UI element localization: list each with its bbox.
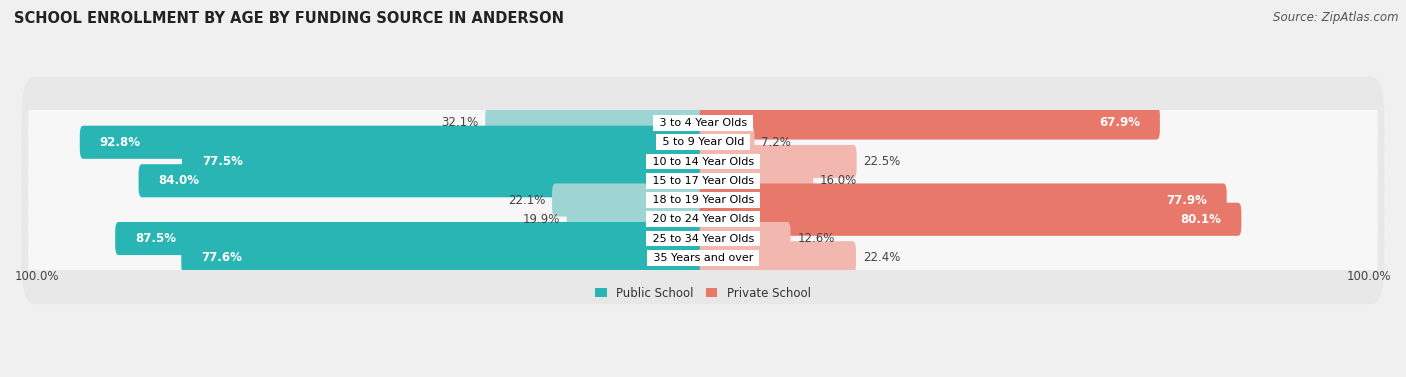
FancyBboxPatch shape [21,153,1385,247]
FancyBboxPatch shape [21,211,1385,304]
FancyBboxPatch shape [21,173,1385,266]
FancyBboxPatch shape [181,145,706,178]
Text: 100.0%: 100.0% [1347,270,1391,283]
Text: 35 Years and over: 35 Years and over [650,253,756,263]
Text: 5 to 9 Year Old: 5 to 9 Year Old [658,137,748,147]
FancyBboxPatch shape [115,222,706,255]
Text: 22.4%: 22.4% [863,251,900,264]
Text: 15 to 17 Year Olds: 15 to 17 Year Olds [648,176,758,186]
Legend: Public School, Private School: Public School, Private School [595,287,811,300]
Text: 32.1%: 32.1% [441,116,478,130]
FancyBboxPatch shape [28,155,1378,207]
Text: 12.6%: 12.6% [797,232,835,245]
Text: 77.6%: 77.6% [201,251,242,264]
Text: 22.5%: 22.5% [863,155,901,168]
Text: 3 to 4 Year Olds: 3 to 4 Year Olds [655,118,751,128]
FancyBboxPatch shape [700,164,813,197]
FancyBboxPatch shape [567,203,706,236]
Text: 22.1%: 22.1% [508,193,546,207]
FancyBboxPatch shape [21,134,1385,227]
FancyBboxPatch shape [80,126,706,159]
FancyBboxPatch shape [28,97,1378,149]
Text: 92.8%: 92.8% [100,136,141,149]
FancyBboxPatch shape [700,222,790,255]
Text: 20 to 24 Year Olds: 20 to 24 Year Olds [648,214,758,224]
FancyBboxPatch shape [700,241,856,274]
Text: 67.9%: 67.9% [1099,116,1140,130]
Text: 18 to 19 Year Olds: 18 to 19 Year Olds [648,195,758,205]
FancyBboxPatch shape [28,174,1378,226]
FancyBboxPatch shape [21,192,1385,285]
FancyBboxPatch shape [485,106,706,139]
Text: 7.2%: 7.2% [761,136,792,149]
FancyBboxPatch shape [553,184,706,216]
FancyBboxPatch shape [700,203,1241,236]
FancyBboxPatch shape [700,184,1226,216]
FancyBboxPatch shape [21,115,1385,208]
FancyBboxPatch shape [21,96,1385,188]
Text: 77.5%: 77.5% [202,155,243,168]
FancyBboxPatch shape [700,126,755,159]
FancyBboxPatch shape [28,212,1378,265]
FancyBboxPatch shape [28,135,1378,188]
Text: SCHOOL ENROLLMENT BY AGE BY FUNDING SOURCE IN ANDERSON: SCHOOL ENROLLMENT BY AGE BY FUNDING SOUR… [14,11,564,26]
Text: 84.0%: 84.0% [159,174,200,187]
Text: 19.9%: 19.9% [523,213,560,226]
FancyBboxPatch shape [700,145,856,178]
FancyBboxPatch shape [700,106,1160,139]
Text: 100.0%: 100.0% [15,270,59,283]
FancyBboxPatch shape [28,231,1378,284]
Text: 10 to 14 Year Olds: 10 to 14 Year Olds [648,156,758,167]
Text: 87.5%: 87.5% [135,232,176,245]
Text: 16.0%: 16.0% [820,174,858,187]
FancyBboxPatch shape [21,77,1385,169]
FancyBboxPatch shape [139,164,706,197]
FancyBboxPatch shape [181,241,706,274]
Text: Source: ZipAtlas.com: Source: ZipAtlas.com [1274,11,1399,24]
Text: 77.9%: 77.9% [1166,193,1206,207]
FancyBboxPatch shape [28,116,1378,169]
FancyBboxPatch shape [28,193,1378,245]
Text: 80.1%: 80.1% [1181,213,1222,226]
Text: 25 to 34 Year Olds: 25 to 34 Year Olds [648,233,758,244]
